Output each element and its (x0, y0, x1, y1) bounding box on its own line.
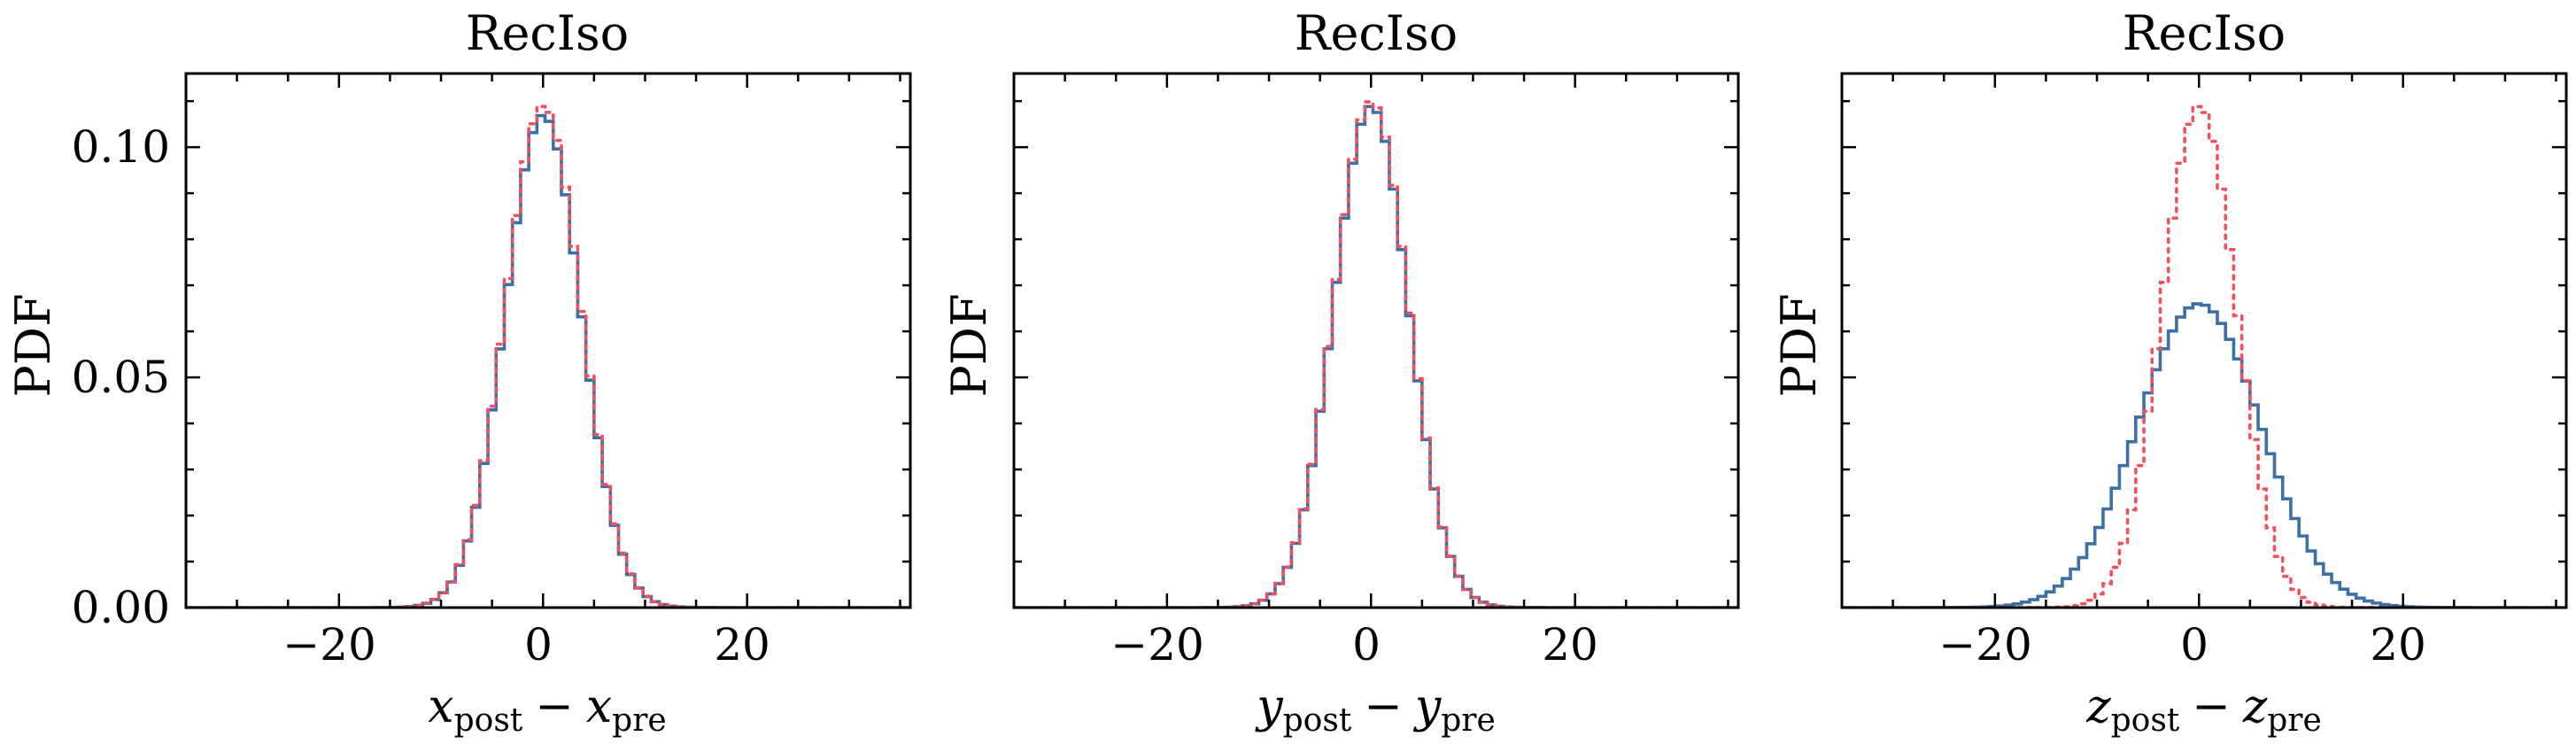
panel-2-reference-dotted (1014, 100, 1738, 608)
panel-2-xtick-label-1: 0 (1352, 619, 1381, 670)
panel-1-axes-frame (184, 72, 912, 609)
panel-3-title: RecIso (2123, 5, 2286, 61)
panel-1: RecIso PDF xpost − xpre 0.00 0.05 0.10 −20… (5, 5, 912, 739)
panel-2-title: RecIso (1295, 5, 1458, 61)
panel-3-xtick-label-0: −20 (1938, 619, 2032, 670)
panel-3-series (1842, 105, 2566, 608)
panel-1-ytick-label-0: 0.00 (72, 582, 170, 633)
panel-3-xlabel: zpost − zpre (2085, 680, 2322, 739)
panel-3-ticks (1842, 74, 2566, 609)
panel-1-reference-dotted (186, 105, 910, 608)
panel-1-ylabel: PDF (5, 293, 61, 397)
panel-2-histogram-step (1014, 105, 1738, 608)
panel-1-ytick-label-2: 0.10 (72, 121, 170, 173)
panel-3-xtick-label-1: 0 (2180, 619, 2209, 670)
panel-1-plot-area (184, 72, 912, 609)
panel-1-title: RecIso (466, 5, 629, 61)
panel-2-xlabel: ypost − ypre (1255, 680, 1496, 739)
panel-2-xtick-label-2: 20 (1542, 619, 1598, 670)
panel-1-histogram-step (186, 113, 910, 608)
panel-1-xtick-label-1: 0 (524, 619, 553, 670)
panel-2-plot-area (1012, 72, 1740, 609)
panel-1-xtick-label-2: 20 (714, 619, 770, 670)
panel-1-xtick-labels: −20 0 20 (282, 619, 770, 670)
panel-1-ticks (186, 74, 910, 609)
panel-3: RecIso PDF zpost − zpre −20 0 20 (1771, 5, 2568, 739)
panel-2-axes-frame (1012, 72, 1740, 609)
panel-2-series (1014, 100, 1738, 608)
panel-2-ylabel: PDF (941, 293, 997, 397)
panel-3-xtick-labels: −20 0 20 (1938, 619, 2426, 670)
panel-2-xtick-labels: −20 0 20 (1110, 619, 1598, 670)
panel-3-histogram-step (1842, 302, 2566, 608)
panel-2-xtick-label-0: −20 (1110, 619, 1204, 670)
panel-1-ytick-label-1: 0.05 (72, 352, 170, 403)
panel-1-series (186, 105, 910, 608)
panel-3-plot-area (1840, 72, 2568, 609)
panel-2: RecIso PDF ypost − ypre −20 0 20 (941, 5, 1740, 739)
panel-2-ticks (1014, 74, 1738, 609)
panel-1-ytick-labels: 0.00 0.05 0.10 (72, 121, 170, 633)
panel-3-reference-dotted (1842, 105, 2566, 608)
panel-3-axes-frame (1840, 72, 2568, 609)
panel-3-ylabel: PDF (1771, 293, 1827, 397)
panel-3-xtick-label-2: 20 (2370, 619, 2426, 670)
panel-1-xtick-label-0: −20 (282, 619, 376, 670)
panel-1-xlabel: xpost − xpre (428, 680, 666, 739)
